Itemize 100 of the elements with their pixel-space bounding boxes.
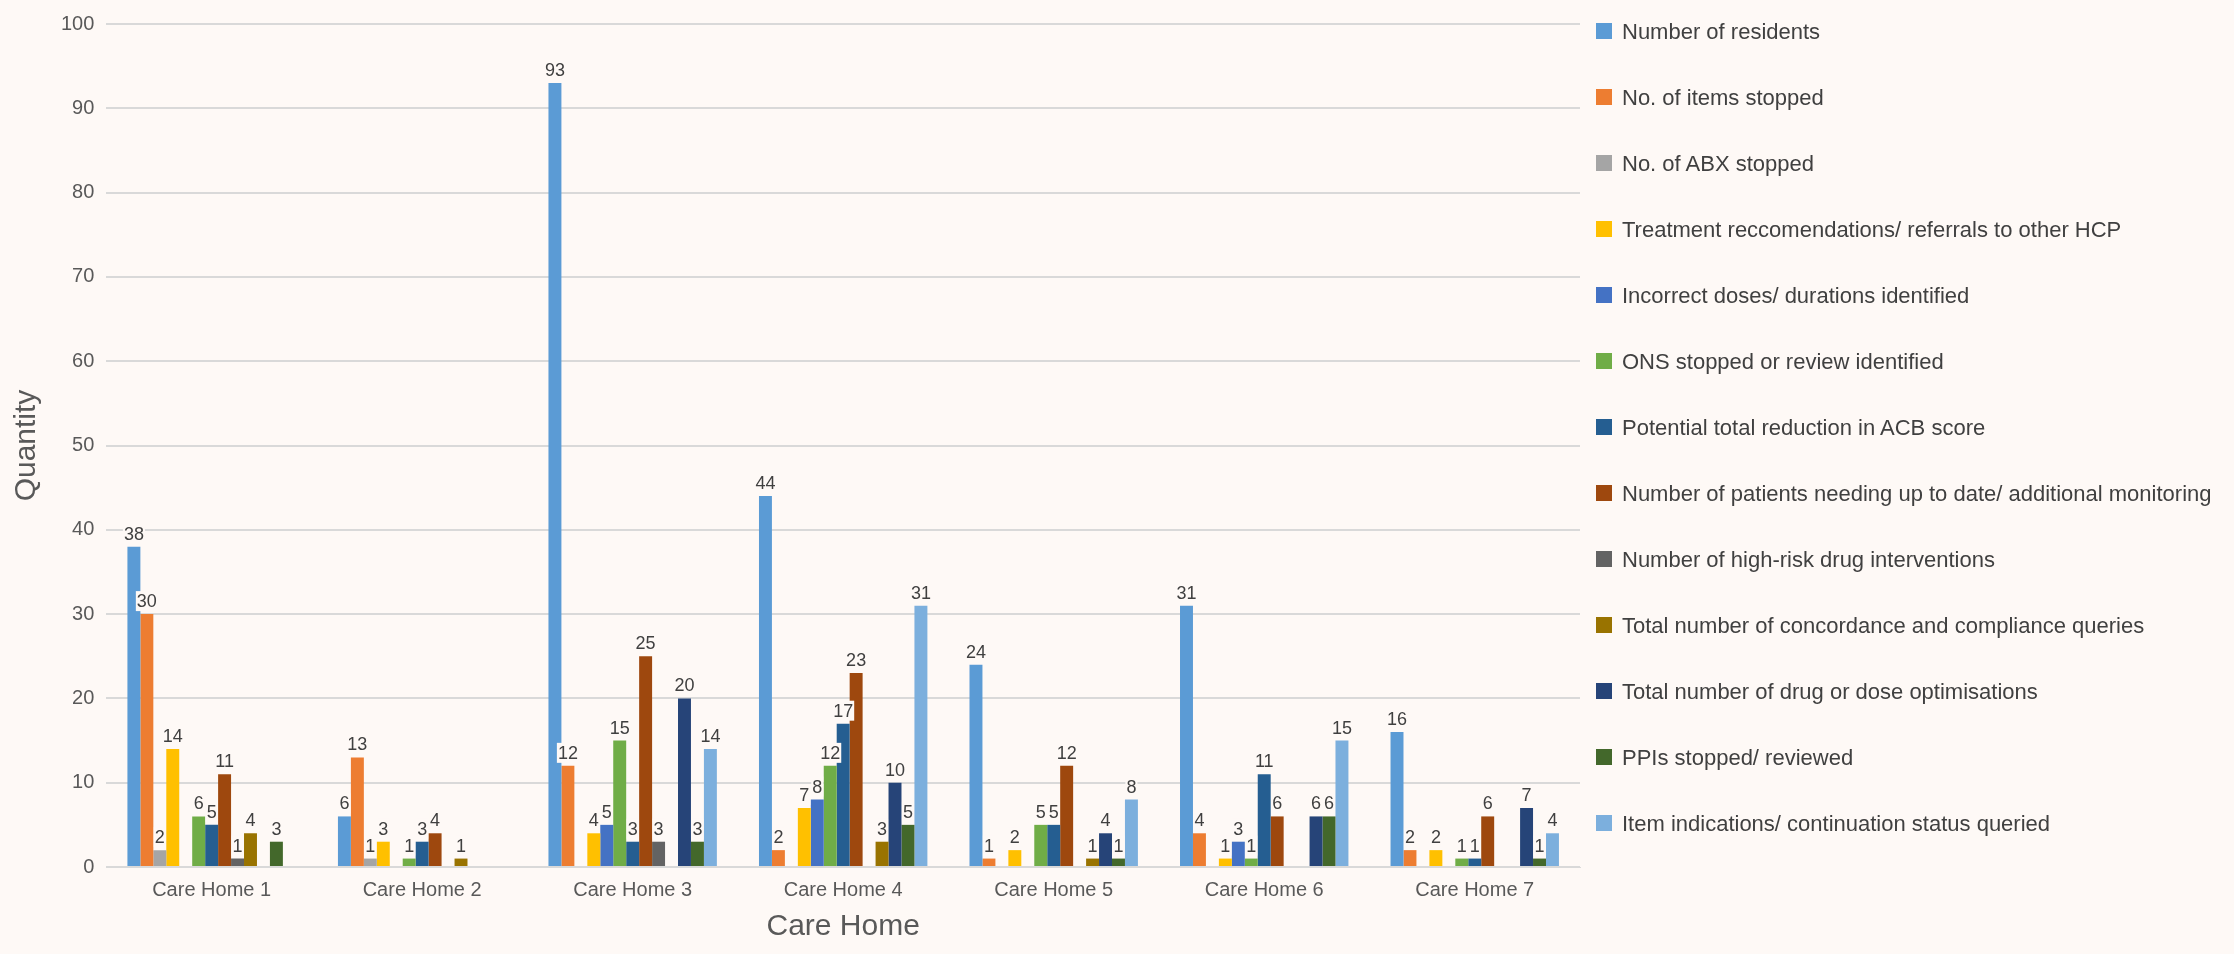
data-label: 6: [1272, 793, 1283, 814]
data-label: 4: [1547, 810, 1558, 831]
legend-label: Item indications/ continuation status queried: [1622, 810, 2051, 837]
data-label: 16: [1386, 709, 1408, 730]
bar: [1034, 824, 1048, 866]
y-tick-label: 60: [72, 348, 95, 371]
bar: [1322, 816, 1336, 866]
data-label: 1: [1456, 835, 1467, 856]
bar: [797, 807, 811, 866]
data-label: 1: [456, 835, 467, 856]
data-label: 12: [820, 742, 841, 763]
data-label: 1: [1534, 835, 1545, 856]
data-label: 25: [635, 633, 656, 654]
y-tick-label: 80: [72, 180, 95, 203]
data-label: 1: [1087, 835, 1098, 856]
data-label: 3: [417, 818, 428, 839]
data-label: 6: [1323, 793, 1334, 814]
bar: [231, 858, 245, 866]
data-label: 1: [983, 835, 994, 856]
bar: [1533, 858, 1546, 866]
x-tick-label: Care Home 6: [1204, 877, 1324, 900]
bar: [1124, 799, 1138, 866]
bar: [810, 799, 824, 866]
bar: [771, 850, 785, 866]
y-tick-label: 30: [72, 601, 95, 624]
data-label: 6: [1311, 793, 1322, 814]
data-label: 1: [1220, 835, 1231, 856]
data-label: 2: [1404, 827, 1415, 848]
bar: [428, 833, 442, 866]
bar: [1244, 858, 1258, 866]
data-label: 6: [1482, 793, 1493, 814]
bar: [192, 816, 206, 866]
y-tick-label: 40: [72, 517, 95, 540]
bar: [1047, 824, 1061, 866]
data-label: 5: [206, 801, 217, 822]
legend-label: Total number of concordance and compliance queries: [1622, 612, 2145, 639]
x-tick-label: Care Home 1: [152, 877, 272, 900]
y-tick-label: 20: [72, 685, 95, 708]
bar: [1309, 816, 1323, 866]
data-label: 5: [601, 801, 612, 822]
data-label: 1: [1113, 835, 1124, 856]
bar: [888, 782, 902, 866]
data-label: 5: [1035, 801, 1046, 822]
bar: [1060, 765, 1074, 866]
data-label: 7: [1521, 784, 1532, 805]
data-label: 3: [378, 818, 389, 839]
bar: [1520, 807, 1534, 866]
bar: [218, 774, 232, 866]
x-tick-label: Care Home 4: [783, 877, 903, 900]
data-label: 38: [123, 523, 144, 544]
bar: [1008, 850, 1022, 866]
bar: [613, 740, 627, 866]
bar: [1180, 605, 1193, 866]
legend-label: Total number of drug or dose optimisations: [1622, 678, 2038, 705]
legend-label: ONS stopped or review identified: [1622, 348, 1944, 375]
data-label: 4: [1194, 810, 1205, 831]
data-label: 6: [339, 793, 350, 814]
data-label: 11: [1254, 751, 1274, 772]
bar: [652, 841, 666, 866]
data-label: 20: [674, 675, 695, 696]
bar: [823, 765, 837, 866]
bar: [1192, 833, 1206, 866]
data-label: 10: [884, 759, 906, 780]
bar: [690, 841, 704, 866]
legend-label: Number of patients needing up to date/ additional monitoring: [1622, 480, 2212, 507]
data-label: 13: [347, 734, 368, 755]
data-label: 1: [1469, 835, 1480, 856]
data-label: 44: [755, 473, 776, 494]
data-label: 8: [1126, 776, 1137, 797]
bar: [1112, 858, 1125, 866]
bar: [376, 841, 390, 866]
bar: [1455, 858, 1469, 866]
y-axis-title: Quantity: [8, 389, 42, 502]
bar: [363, 858, 377, 866]
data-label: 14: [162, 725, 183, 746]
bar: [205, 824, 219, 866]
y-tick-label: 0: [83, 854, 95, 877]
legend-label: Treatment reccomendations/ referrals to other HCP: [1622, 216, 2122, 243]
bar: [901, 824, 915, 866]
data-label: 2: [1009, 827, 1020, 848]
legend-label: Incorrect doses/ durations identified: [1622, 282, 1970, 309]
data-label: 23: [846, 650, 867, 671]
data-label: 1: [365, 835, 376, 856]
data-label: 15: [1331, 717, 1352, 738]
data-label: 3: [627, 818, 638, 839]
bar: [914, 605, 928, 866]
legend-label: PPIs stopped/ reviewed: [1622, 744, 1854, 771]
data-label: 15: [609, 717, 630, 738]
bar: [703, 748, 717, 866]
bar: [402, 858, 416, 866]
legend-label: Number of residents: [1622, 18, 1821, 45]
data-label: 3: [1233, 818, 1244, 839]
x-tick-label: Care Home 3: [573, 877, 693, 900]
bar: [1481, 816, 1495, 866]
x-tick-label: Care Home 7: [1415, 877, 1535, 900]
data-label: 11: [215, 751, 234, 772]
data-label: 4: [1100, 810, 1111, 831]
y-tick-label: 10: [72, 770, 95, 793]
y-tick-label: 70: [72, 264, 95, 287]
bar: [1335, 740, 1349, 866]
